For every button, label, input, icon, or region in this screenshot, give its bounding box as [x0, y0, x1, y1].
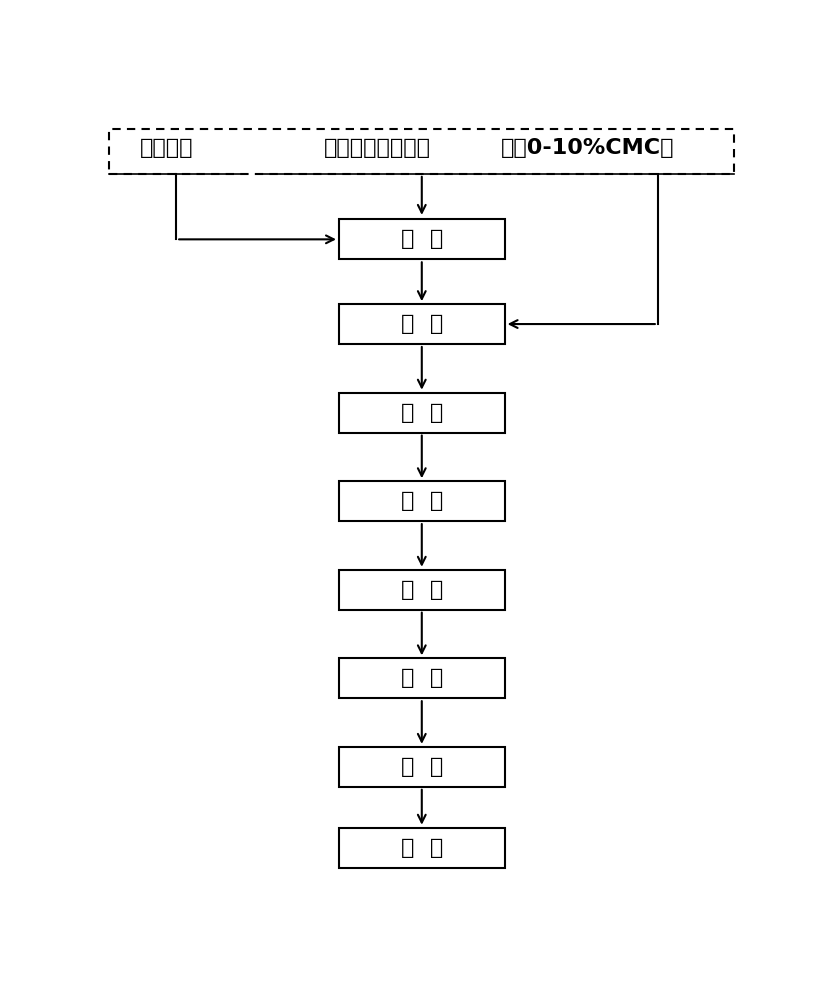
Text: 包  装: 包 装 [401, 838, 443, 858]
Text: 筛  分: 筛 分 [401, 668, 443, 688]
Bar [109, 129, 734, 174]
Bar [339, 219, 504, 259]
Bar [339, 747, 504, 787]
Bar [339, 658, 504, 698]
Bar [339, 481, 504, 521]
Text: 混  料: 混 料 [401, 229, 443, 249]
Text: 筛  分: 筛 分 [401, 403, 443, 423]
Text: 烘  干: 烘 干 [401, 580, 443, 600]
Text: 水（0-10%CMC）: 水（0-10%CMC） [501, 138, 674, 158]
Bar [339, 393, 504, 433]
Bar [339, 570, 504, 610]
Text: 高含量氧化钙矿物: 高含量氧化钙矿物 [323, 138, 430, 158]
Bar [339, 304, 504, 344]
Bar [339, 828, 504, 868]
Text: 焙  烧: 焙 烧 [401, 757, 443, 777]
Text: 造  球: 造 球 [401, 314, 443, 334]
Text: 粘土矿物: 粘土矿物 [140, 138, 193, 158]
Text: 抛  光: 抛 光 [401, 491, 443, 511]
